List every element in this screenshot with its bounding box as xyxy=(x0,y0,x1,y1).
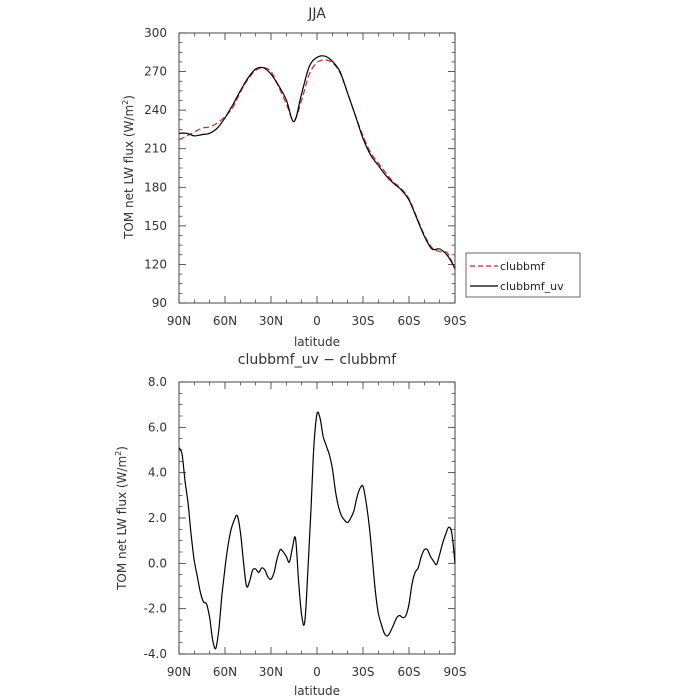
chart-title-bottom: clubbmf_uv − clubbmf xyxy=(238,352,397,368)
x-tick-label-bottom: 0 xyxy=(313,665,321,679)
x-tick-label-top: 60S xyxy=(398,314,421,328)
y-tick-label-bottom: -4.0 xyxy=(144,647,167,661)
y-axis-label-bottom-main: TOM net LW flux (W/m xyxy=(115,456,129,591)
y-tick-label-bottom: 6.0 xyxy=(148,420,167,434)
x-tick-label-bottom: 30S xyxy=(352,665,375,679)
y-tick-label-bottom: 4.0 xyxy=(148,466,167,480)
panel-jja: JJA 90 120 150 180 210 240 270 300 90N 60N 30N 0 30S… xyxy=(121,6,581,349)
legend: clubbmf clubbmf_uv xyxy=(465,252,581,298)
x-tick-label-bottom: 90S xyxy=(444,665,467,679)
y-tick-label-bottom: -2.0 xyxy=(144,602,167,616)
legend-box xyxy=(465,252,581,298)
x-tick-label-bottom: 60N xyxy=(213,665,237,679)
x-tick-label-bottom: 30N xyxy=(259,665,283,679)
y-tick-label-top: 240 xyxy=(144,103,167,117)
y-axis-label-bottom: TOM net LW flux (W/m2) xyxy=(114,446,129,591)
y-axis-label-top: TOM net LW flux (W/m2) xyxy=(121,95,136,240)
y-tick-label-top: 120 xyxy=(144,257,167,271)
y-tick-label-top: 300 xyxy=(144,26,167,40)
x-axis-label-bottom: latitude xyxy=(294,684,340,698)
y-tick-label-bottom: 0.0 xyxy=(148,556,167,570)
series-group-top xyxy=(178,55,456,270)
x-tick-label-top: 60N xyxy=(213,314,237,328)
x-tick-label-top: 90S xyxy=(444,314,467,328)
y-tick-label-bottom: 8.0 xyxy=(148,375,167,389)
x-tick-label-top: 0 xyxy=(313,314,321,328)
x-axis-label-top: latitude xyxy=(294,335,340,349)
series-group-bottom xyxy=(178,411,456,650)
legend-label-clubbmf-uv: clubbmf_uv xyxy=(500,280,564,293)
y-tick-label-top: 90 xyxy=(152,296,167,310)
x-tick-label-bottom: 90N xyxy=(167,665,191,679)
axes-top: 90 120 150 180 210 240 270 300 90N 60N 30N 0 30S 60S 9… xyxy=(144,26,466,328)
x-tick-label-top: 30N xyxy=(259,314,283,328)
axes-bottom: -4.0 -2.0 0.0 2.0 4.0 6.0 8.0 90N 60N 30N 0 30S 60S 9… xyxy=(144,375,467,679)
series-line-bottom-0 xyxy=(178,411,456,650)
series-line-top-clubbmf-uv xyxy=(178,55,456,269)
y-tick-label-bottom: 2.0 xyxy=(148,511,167,525)
x-tick-label-top: 30S xyxy=(352,314,375,328)
y-tick-label-top: 150 xyxy=(144,219,167,233)
panel-difference: clubbmf_uv − clubbmf -4.0 -2.0 0.0 2.0 4.0 6.… xyxy=(114,352,466,698)
y-axis-label-top-sup: 2 xyxy=(121,100,130,105)
x-tick-label-bottom: 60S xyxy=(398,665,421,679)
y-axis-label-bottom-sup: 2 xyxy=(114,451,123,456)
plot-frame-top xyxy=(178,32,456,304)
legend-label-clubbmf: clubbmf xyxy=(500,260,546,273)
y-tick-label-top: 270 xyxy=(144,65,167,79)
x-tick-label-top: 90N xyxy=(167,314,191,328)
y-axis-label-top-end: ) xyxy=(122,95,136,100)
y-axis-label-top-main: TOM net LW flux (W/m xyxy=(122,105,136,240)
y-tick-label-top: 210 xyxy=(144,142,167,156)
chart-title-top: JJA xyxy=(307,6,326,22)
y-tick-label-top: 180 xyxy=(144,180,167,194)
series-line-top-clubbmf xyxy=(178,59,456,270)
y-axis-label-bottom-end: ) xyxy=(115,446,129,451)
